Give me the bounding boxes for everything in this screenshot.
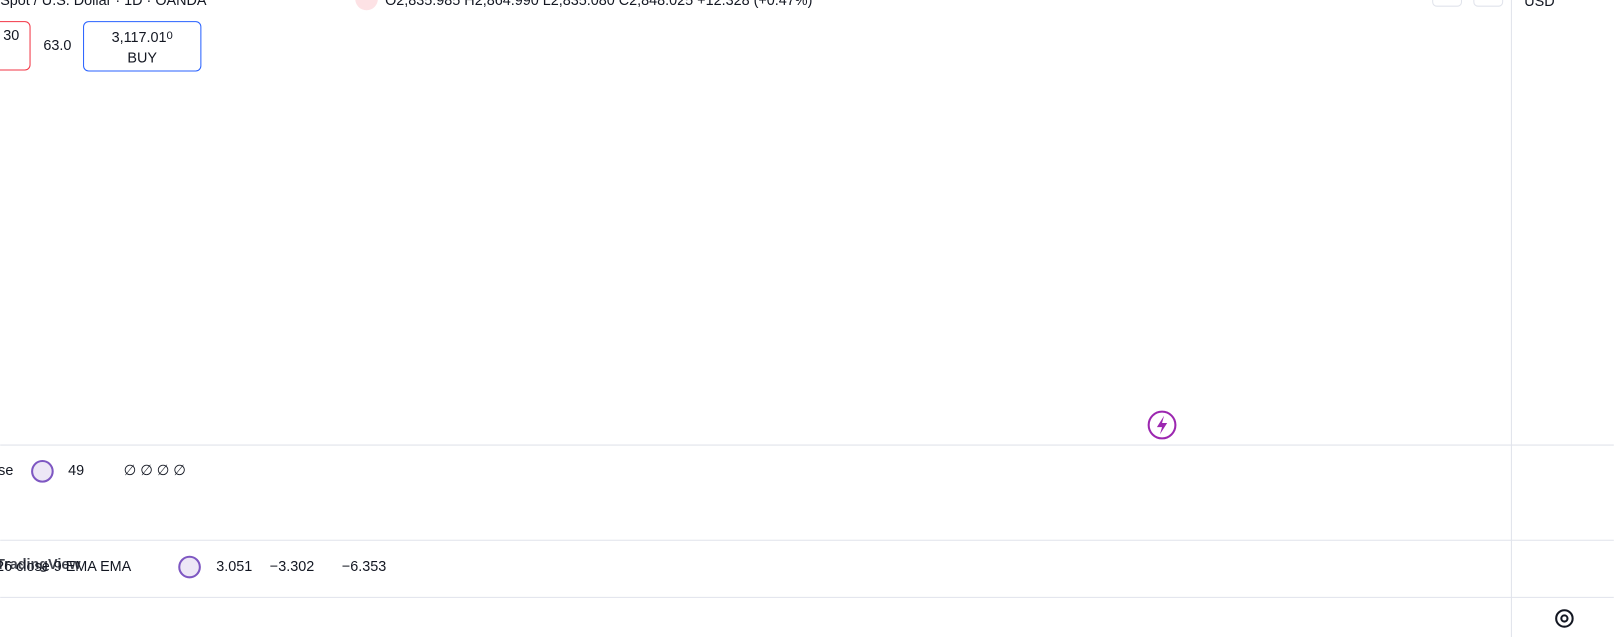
ohlc-open: O2,835.985 [385,0,460,9]
toolbar-button[interactable] [1473,0,1504,7]
macd-icon[interactable] [178,555,201,579]
ohlc-high: H2,864.990 [464,0,538,9]
settings-icon[interactable] [1555,609,1574,628]
rsi-suffix: ∅ ∅ ∅ ∅ [124,463,186,479]
settings-icon-center [1560,614,1569,623]
buy-price[interactable]: 3,117.010 [112,30,173,46]
macd-name: 26 close 9 EMA EMA [0,559,132,575]
macd-value: −3.302 [270,559,314,575]
alert-icon-bolt [1156,415,1168,435]
rsi-icon[interactable] [31,459,54,483]
currency[interactable]: USD [1524,0,1554,10]
watermark: TradingView [0,557,81,573]
buy-button[interactable] [83,21,202,72]
sell-price[interactable]: 30 [3,28,19,44]
sell-button[interactable] [0,21,31,71]
ohlc-close: C2,848.025 [619,0,693,9]
spread: 63.0 [43,38,71,54]
buy-label[interactable]: BUY [127,50,157,66]
buy-price-main[interactable]: 3,117.01 [112,30,167,46]
rsi-name: se [0,463,13,479]
toolbar-button[interactable] [1432,0,1463,7]
ohlc: O2,835.985 H2,864.990 L2,835.080 C2,848.… [385,0,812,9]
rsi-value: 49 [68,463,84,479]
signal-value: −6.353 [342,559,386,575]
ohlc-change: +12.328 (+0.47%) [697,0,812,9]
status-icon [355,0,378,11]
buy-price-small[interactable]: 0 [167,30,173,42]
macd-hist-value: 3.051 [216,559,252,575]
symbol-title: Spot / U.S. Dollar · 1D · OANDA [0,0,207,9]
ohlc-low: L2,835.080 [543,0,615,9]
